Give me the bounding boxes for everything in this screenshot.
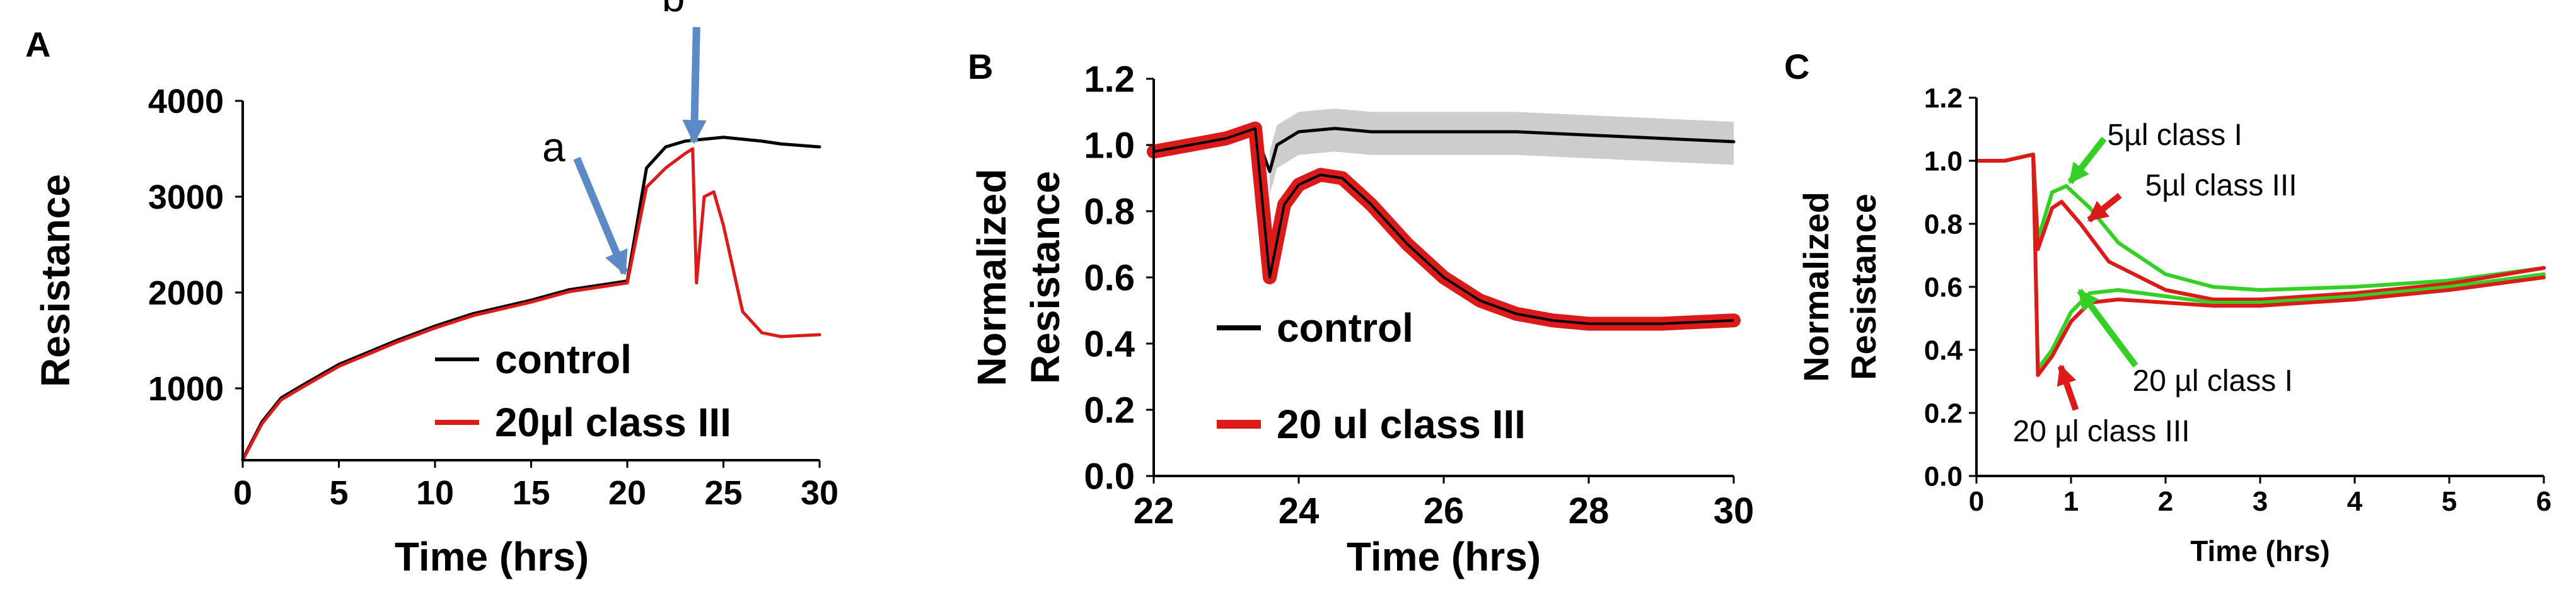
panel-c-y-ticks: 0.0 0.2 0.4 0.6 0.8 1.0 1.2 bbox=[1924, 83, 1976, 492]
panel-a: A 1000 2000 3000 4000 0 5 10 15 20 25 30 Time (hr… bbox=[25, 0, 838, 579]
x-tick-label: 25 bbox=[704, 474, 742, 512]
panel-c-x-axis-label: Time (hrs) bbox=[2190, 535, 2330, 567]
y-tick-label: 0.2 bbox=[1924, 398, 1963, 429]
y-tick-label: 2000 bbox=[148, 274, 224, 312]
series-line-20-l-class-iii bbox=[241, 147, 821, 462]
x-tick-label: 30 bbox=[801, 474, 838, 512]
legend-label-class-iii: 20µl class III bbox=[495, 400, 731, 445]
y-tick-label: 0.6 bbox=[1924, 272, 1963, 303]
x-tick-label: 6 bbox=[2536, 486, 2551, 517]
panel-b-y-ticks: 0.0 0.2 0.4 0.6 0.8 1.0 1.2 bbox=[1084, 59, 1154, 497]
annotation-arrow-a bbox=[573, 156, 629, 276]
x-tick-label: 30 bbox=[1714, 490, 1755, 531]
panel-c-label: C bbox=[1784, 47, 1809, 86]
series-line-control bbox=[241, 136, 821, 461]
x-tick-label: 24 bbox=[1279, 490, 1320, 531]
annotation-arrow-20-l-class-iii bbox=[2057, 364, 2079, 411]
y-tick-label: 3000 bbox=[148, 178, 224, 216]
panel-b-x-axis-label: Time (hrs) bbox=[1347, 534, 1541, 579]
panel-b-x-ticks: 22 24 26 28 30 bbox=[1134, 476, 1755, 531]
x-tick-label: 28 bbox=[1569, 490, 1610, 531]
y-tick-label: 0.4 bbox=[1084, 323, 1135, 364]
panel-b-y-axis-label-line2: Resistance bbox=[1023, 171, 1068, 384]
panel-a-y-axis-label: Resistance bbox=[33, 174, 78, 387]
annotation-label-20-l-class-iii: 20 µl class III bbox=[2013, 415, 2190, 448]
y-tick-label: 1.0 bbox=[1084, 125, 1135, 166]
y-tick-label: 0.0 bbox=[1924, 461, 1963, 492]
panel-b-label: B bbox=[968, 47, 993, 86]
x-tick-label: 4 bbox=[2347, 486, 2363, 517]
panel-c-x-ticks: 0 1 2 3 4 5 6 bbox=[1969, 476, 2551, 517]
panel-b-series bbox=[1147, 121, 1741, 331]
panel-c-annotations: 5µl class I 5µl class III 20 µl class I 20 … bbox=[2013, 119, 2297, 448]
panel-c: C 0.0 0.2 0.4 0.6 0.8 1.0 1.2 0 1 2 3 4 5 6 Time (hr… bbox=[1784, 47, 2551, 567]
panel-b-legend: control 20 ul class III bbox=[1217, 305, 1526, 447]
x-tick-label: 3 bbox=[2253, 486, 2268, 517]
annotation-label-a: a bbox=[542, 124, 566, 170]
x-tick-label: 5 bbox=[2442, 486, 2457, 517]
annotation-label-5-l-class-iii: 5µl class III bbox=[2145, 169, 2297, 202]
y-tick-label: 0.8 bbox=[1084, 191, 1135, 232]
panel-a-label: A bbox=[25, 25, 50, 64]
panel-c-y-axis-label-line2: Resistance bbox=[1843, 194, 1883, 380]
y-tick-label: 1000 bbox=[148, 370, 224, 408]
y-tick-label: 0.2 bbox=[1084, 390, 1135, 431]
panel-a-y-ticks: 1000 2000 3000 4000 bbox=[148, 83, 243, 408]
annotation-arrow-5-l-class-iii bbox=[2087, 193, 2122, 223]
x-tick-label: 15 bbox=[512, 474, 550, 512]
y-tick-label: 4000 bbox=[148, 83, 224, 120]
panel-a-annotations: ab bbox=[542, 0, 707, 276]
annotation-label-b: b bbox=[662, 0, 685, 20]
panel-a-legend: control 20µl class III bbox=[435, 337, 731, 445]
y-tick-label: 0.4 bbox=[1924, 335, 1963, 366]
panel-a-x-ticks: 0 5 10 15 20 25 30 bbox=[233, 460, 838, 512]
x-tick-label: 20 bbox=[608, 474, 646, 512]
series-line-20-l-class-iii bbox=[1975, 153, 2546, 377]
legend-label-control: control bbox=[1277, 305, 1413, 351]
panel-b-control-band bbox=[1270, 108, 1734, 195]
y-tick-label: 0.0 bbox=[1084, 456, 1135, 497]
x-tick-label: 5 bbox=[329, 474, 348, 512]
annotation-label-5-l-class-i: 5µl class I bbox=[2108, 119, 2242, 152]
legend-label-control: control bbox=[495, 337, 632, 382]
annotation-arrow-20-l-class-i bbox=[2077, 289, 2138, 368]
panel-c-series bbox=[1975, 153, 2546, 377]
panel-b: B 0.0 0.2 0.4 0.6 0.8 1.0 1.2 22 24 26 28 30 Time … bbox=[968, 47, 1754, 579]
panel-b-y-axis-label-line1: Normalized bbox=[969, 169, 1014, 386]
annotation-arrow-5-l-class-i bbox=[2067, 136, 2107, 185]
annotation-arrow-b bbox=[682, 26, 707, 144]
panel-a-x-axis-label: Time (hrs) bbox=[395, 534, 589, 579]
x-tick-label: 26 bbox=[1424, 490, 1465, 531]
y-tick-label: 0.6 bbox=[1084, 257, 1135, 298]
x-tick-label: 22 bbox=[1134, 490, 1175, 531]
annotation-label-20-l-class-i: 20 µl class I bbox=[2133, 364, 2293, 398]
panel-c-y-axis-label-line1: Normalized bbox=[1796, 192, 1836, 382]
y-tick-label: 1.2 bbox=[1084, 59, 1135, 100]
x-tick-label: 1 bbox=[2063, 486, 2079, 517]
series-mean-20-ul-class-iii bbox=[1153, 127, 1734, 325]
x-tick-label: 10 bbox=[416, 474, 454, 512]
x-tick-label: 2 bbox=[2158, 486, 2173, 517]
x-tick-label: 0 bbox=[233, 474, 252, 512]
y-tick-label: 1.2 bbox=[1924, 83, 1963, 113]
series-band-control bbox=[1270, 108, 1734, 195]
x-tick-label: 0 bbox=[1969, 486, 1984, 517]
legend-label-class-iii: 20 ul class III bbox=[1277, 402, 1526, 447]
y-tick-label: 0.8 bbox=[1924, 209, 1963, 240]
panel-a-series bbox=[241, 136, 821, 462]
y-tick-label: 1.0 bbox=[1924, 146, 1963, 177]
